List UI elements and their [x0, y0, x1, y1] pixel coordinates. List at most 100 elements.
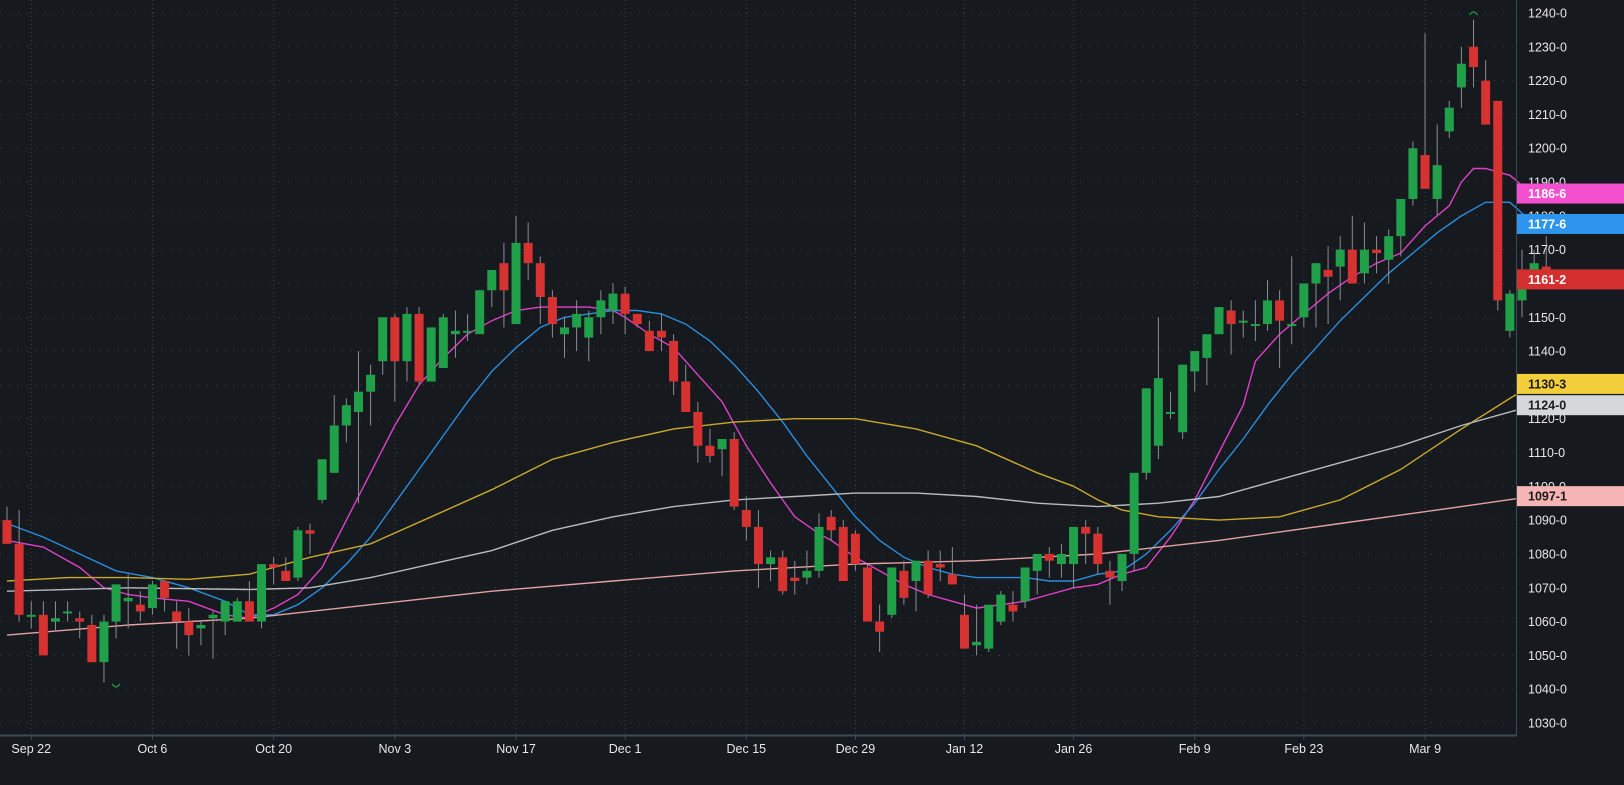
candle	[511, 215, 521, 325]
candle	[863, 564, 873, 622]
candle-body-up	[1287, 324, 1297, 327]
candle-body-up	[1117, 553, 1127, 582]
time-tick-label: Oct 6	[138, 742, 168, 756]
candle-body-down	[947, 574, 957, 585]
price-axis[interactable]: 1240-01230-01220-01210-01200-01190-01180…	[1528, 7, 1567, 731]
candle-body-down	[644, 330, 654, 352]
candle	[741, 496, 751, 541]
price-tick-label: 1060-0	[1528, 615, 1567, 629]
candle-body-down	[172, 611, 182, 622]
candle-body-down	[535, 263, 545, 298]
swing-high-marker-icon	[1468, 11, 1479, 16]
candle	[366, 364, 376, 426]
swing-low-marker-icon	[111, 683, 121, 688]
price-badge-label: 1130-3	[1528, 377, 1566, 391]
price-tick-label: 1090-0	[1528, 514, 1567, 528]
candle-body-down	[14, 543, 24, 615]
price-badge-label: 1186-6	[1528, 187, 1566, 201]
candle	[1372, 236, 1382, 274]
price-tick-label: 1210-0	[1528, 108, 1567, 122]
candle	[1020, 567, 1030, 609]
price-tick-label: 1040-0	[1528, 683, 1567, 697]
candle	[1214, 307, 1224, 335]
candle	[596, 290, 606, 335]
candle-body-up	[1299, 283, 1309, 318]
candle	[547, 290, 557, 338]
candle-body-up	[1250, 324, 1260, 327]
candle	[1493, 100, 1503, 311]
candle-body-up	[1432, 165, 1442, 199]
candle-body-up	[1262, 300, 1272, 325]
candle	[1117, 553, 1127, 592]
price-badge-label: 1124-0	[1528, 399, 1566, 413]
candle-body-down	[1372, 249, 1382, 254]
candle-body-up	[972, 641, 982, 646]
candle	[487, 269, 497, 308]
candle-body-up	[378, 317, 388, 362]
candle-body-up	[26, 614, 36, 617]
candle-body-up	[63, 611, 73, 614]
candle	[208, 611, 218, 659]
candle	[63, 601, 73, 622]
candle-body-up	[1238, 320, 1248, 323]
candle	[390, 313, 400, 402]
candle-body-up	[426, 327, 436, 382]
candle	[269, 557, 279, 585]
candle	[1262, 280, 1272, 331]
price-tick-label: 1050-0	[1528, 649, 1567, 663]
candle-body-down	[693, 411, 703, 446]
candle	[1202, 334, 1212, 385]
candle-body-up	[766, 557, 776, 565]
time-tick-label: Feb 9	[1179, 742, 1211, 756]
candle	[923, 550, 933, 598]
candle-body-down	[741, 510, 751, 527]
candle	[450, 310, 460, 358]
candle-body-down	[390, 317, 400, 362]
candle	[899, 560, 909, 605]
candle	[850, 530, 860, 571]
candle-body-up	[1335, 249, 1345, 267]
candle-body-up	[463, 330, 473, 333]
candle	[729, 432, 739, 511]
price-tick-label: 1240-0	[1528, 7, 1567, 21]
candle	[911, 560, 921, 612]
candle-body-down	[1481, 80, 1491, 125]
candle-body-down	[38, 614, 48, 656]
candle-body-down	[499, 263, 509, 291]
candle	[14, 510, 24, 622]
candle	[1335, 236, 1345, 301]
candle-body-up	[717, 439, 727, 450]
candle	[499, 242, 509, 328]
price-badge: 1177-6	[1517, 213, 1624, 234]
candle	[887, 567, 897, 619]
candle-body-up	[1444, 107, 1454, 132]
candle-body-down	[632, 313, 642, 325]
candle-body-up	[911, 560, 921, 582]
candle-body-up	[596, 300, 606, 318]
candle-body-up	[1166, 411, 1176, 414]
candle-body-down	[826, 516, 836, 531]
candle	[123, 574, 133, 629]
price-badge-bg	[1517, 373, 1624, 394]
candle	[632, 313, 642, 328]
candle-body-down	[2, 520, 12, 544]
candle-body-up	[1129, 472, 1139, 554]
candle-body-down	[790, 577, 800, 582]
candle-body-down	[959, 614, 969, 649]
candle-body-up	[293, 530, 303, 578]
candle-body-up	[1153, 378, 1163, 446]
price-tick-label: 1080-0	[1528, 547, 1567, 561]
candle	[1250, 300, 1260, 341]
candle	[1093, 526, 1103, 575]
candle	[244, 581, 254, 622]
candle	[293, 526, 303, 582]
candle	[220, 601, 230, 636]
candle-body-down	[899, 570, 909, 598]
candle	[1069, 526, 1079, 588]
candle	[1056, 543, 1066, 578]
candle-body-up	[232, 601, 242, 622]
candle	[281, 557, 291, 582]
time-axis[interactable]: Sep 22 Oct 6 Oct 20 Nov 3 Nov 17 Dec 1 Dec 15 D…	[11, 735, 1441, 756]
